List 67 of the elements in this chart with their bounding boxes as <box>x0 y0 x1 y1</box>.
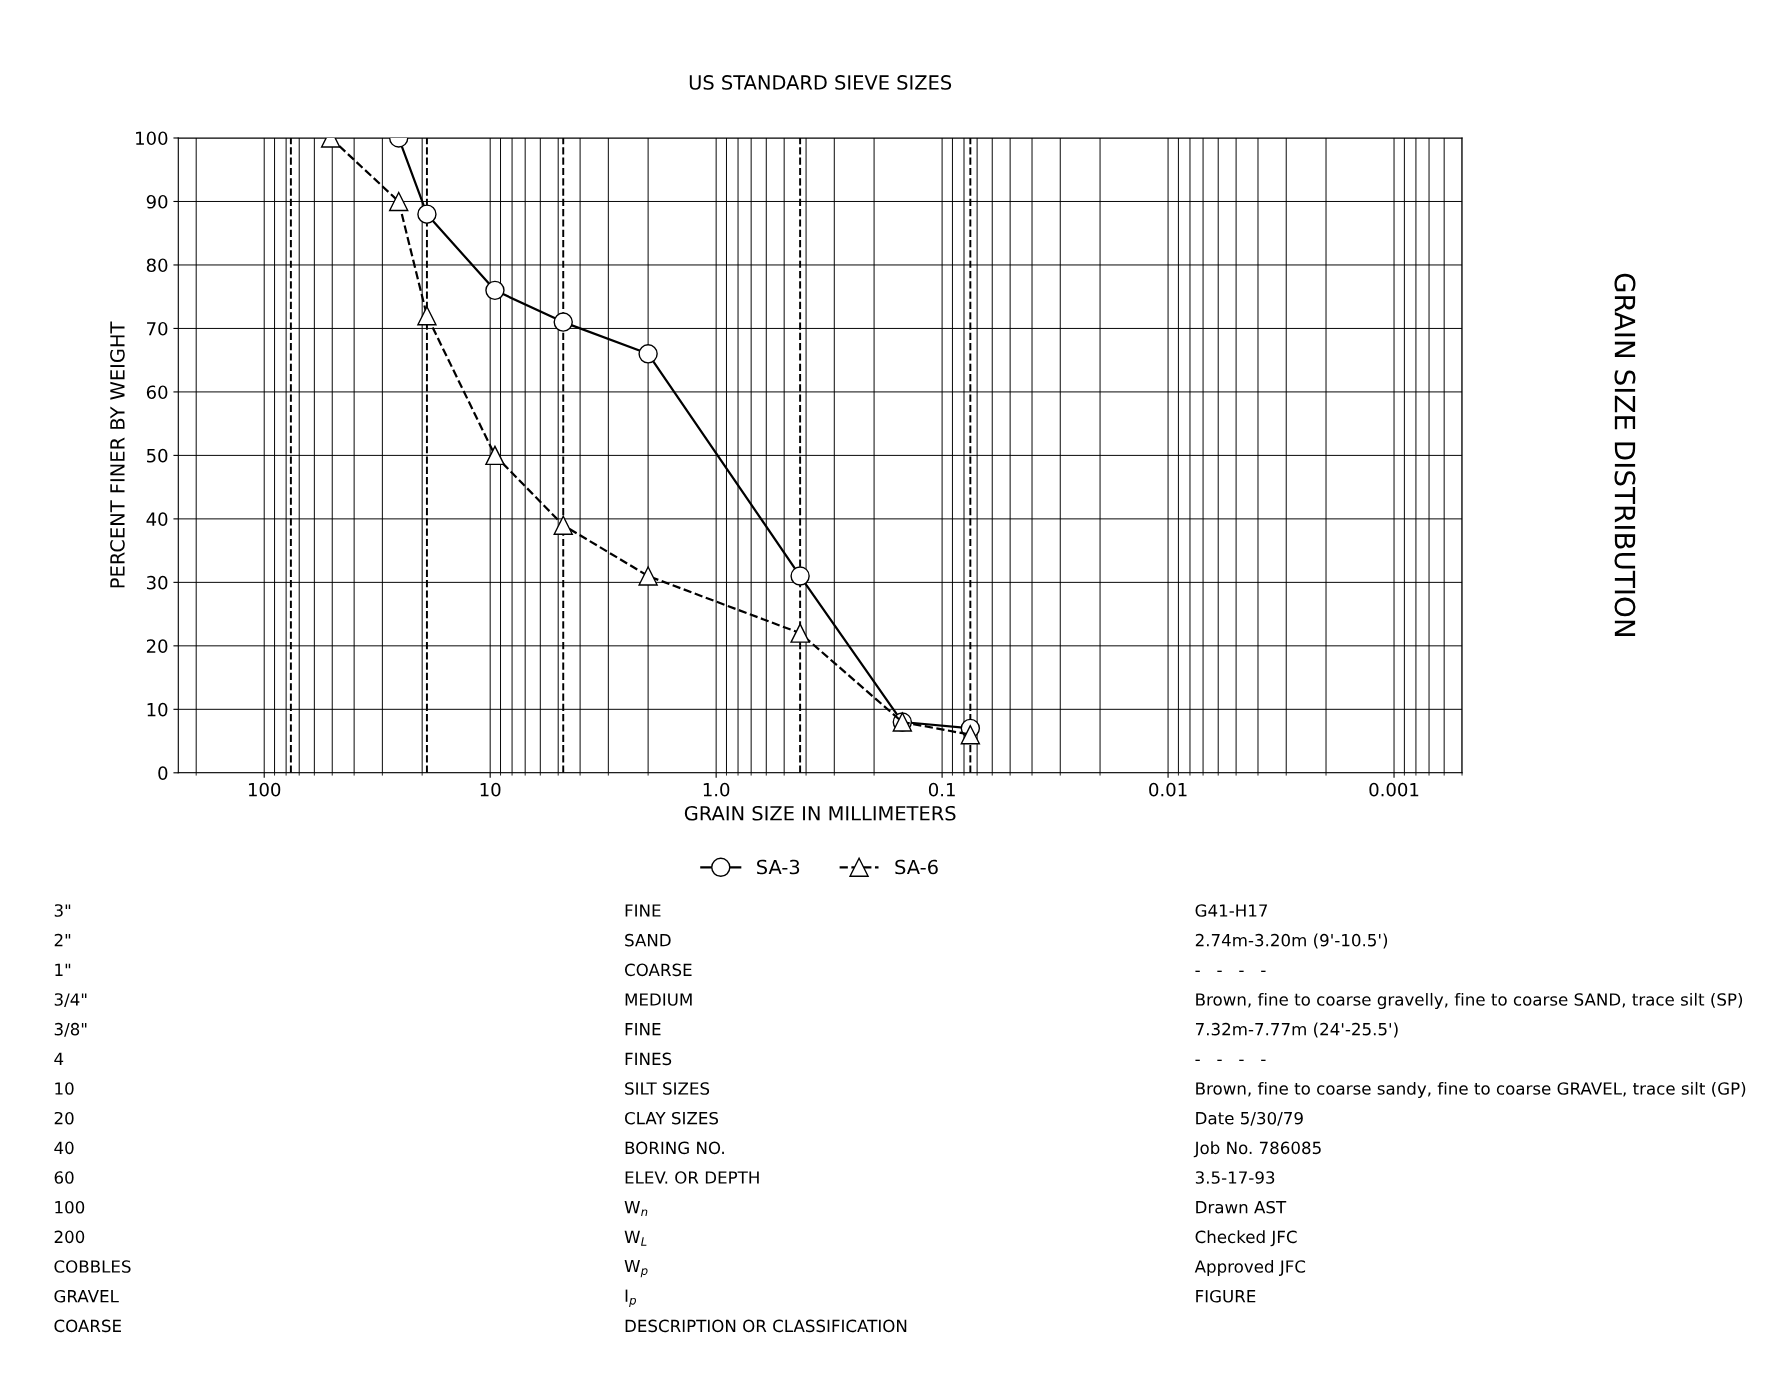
text: 2.74m-3.20m (9'-10.5') <box>1195 933 1388 949</box>
x-axis-title: GRAIN SIZE IN MILLIMETERS <box>684 805 956 821</box>
x-tick-label: 100 <box>248 782 281 797</box>
x-tick-label: 1.0 <box>703 782 730 797</box>
text: Drawn AST <box>1196 1200 1287 1214</box>
x2-axis-title: US STANDARD SIEVE SIZES <box>689 75 952 90</box>
text: FINE <box>625 1023 661 1036</box>
text: 1" <box>55 963 71 976</box>
y-tick-label: 90 <box>146 194 168 209</box>
text: Approved JFC <box>1194 1259 1306 1277</box>
y-tick-label: 100 <box>136 131 168 146</box>
text: G41-H17 <box>1195 904 1268 917</box>
text: W$_{p}$ <box>624 1259 648 1278</box>
text: 100 <box>55 1200 85 1214</box>
text: SAND <box>625 933 671 947</box>
y-tick-label: 50 <box>147 448 168 463</box>
text: Brown, fine to coarse sandy, fine to coarse GRAVEL, trace silt (GP) <box>1196 1081 1746 1099</box>
text: I$_{p}$ <box>625 1289 636 1307</box>
text: W$_{n}$ <box>624 1201 648 1216</box>
text: 10 <box>55 1082 74 1095</box>
text: - - - - <box>1195 970 1266 973</box>
text: MEDIUM <box>625 993 692 1006</box>
y-tick-label: 20 <box>146 639 168 653</box>
text: 4 <box>54 1052 64 1065</box>
text: COARSE <box>624 963 692 977</box>
legend-label: SA-6 <box>895 859 938 875</box>
x-tick-label: 0.1 <box>928 782 955 797</box>
text: 3/4" <box>54 993 87 1008</box>
y-tick-label: 80 <box>146 258 168 273</box>
text: 40 <box>54 1141 74 1155</box>
legend-label: SA-3 <box>757 859 800 875</box>
text: - - - - <box>1195 1059 1266 1062</box>
text: 2" <box>54 933 71 947</box>
y-tick-label: 10 <box>147 702 168 717</box>
text: Date 5/30/79 <box>1196 1111 1303 1126</box>
y-tick-label: 0 <box>158 766 168 780</box>
text: Brown, fine to coarse gravelly, fine to coarse SAND, trace silt (SP) <box>1196 992 1743 1010</box>
text: FINE <box>625 904 661 917</box>
text: COARSE <box>54 1319 121 1333</box>
text: 200 <box>54 1230 85 1244</box>
y-tick-label: 30 <box>146 575 168 590</box>
text: 3.5-17-93 <box>1195 1171 1275 1184</box>
text: BORING NO. <box>625 1141 724 1155</box>
text: FINES <box>625 1052 672 1066</box>
text: W$_{L}$ <box>624 1230 647 1246</box>
text: 60 <box>54 1171 74 1184</box>
text: 7.32m-7.77m (24'-25.5') <box>1195 1022 1398 1038</box>
text: DESCRIPTION OR CLASSIFICATION <box>625 1319 907 1333</box>
y-tick-label: 40 <box>146 512 168 526</box>
y-axis-title: PERCENT FINER BY WEIGHT <box>110 321 125 588</box>
text: 3" <box>54 904 71 917</box>
text: 20 <box>54 1111 74 1125</box>
x-tick-label: 0.001 <box>1369 782 1419 797</box>
y-tick-label: 70 <box>147 321 168 336</box>
text: 3/8" <box>54 1022 87 1037</box>
text: CLAY SIZES <box>624 1111 719 1125</box>
text: GRAIN SIZE DISTRIBUTION <box>1614 273 1636 636</box>
text: SILT SIZES <box>625 1082 710 1095</box>
text: FIGURE <box>1196 1289 1256 1303</box>
x-tick-label: 10 <box>480 782 501 797</box>
x-tick-label: 0.01 <box>1149 782 1187 797</box>
text: Checked JFC <box>1195 1230 1297 1247</box>
text: Job No. 786085 <box>1193 1141 1321 1158</box>
y-tick-label: 60 <box>146 385 168 400</box>
text: COBBLES <box>54 1260 131 1273</box>
text: ELEV. OR DEPTH <box>625 1171 759 1184</box>
text: GRAVEL <box>54 1289 119 1303</box>
